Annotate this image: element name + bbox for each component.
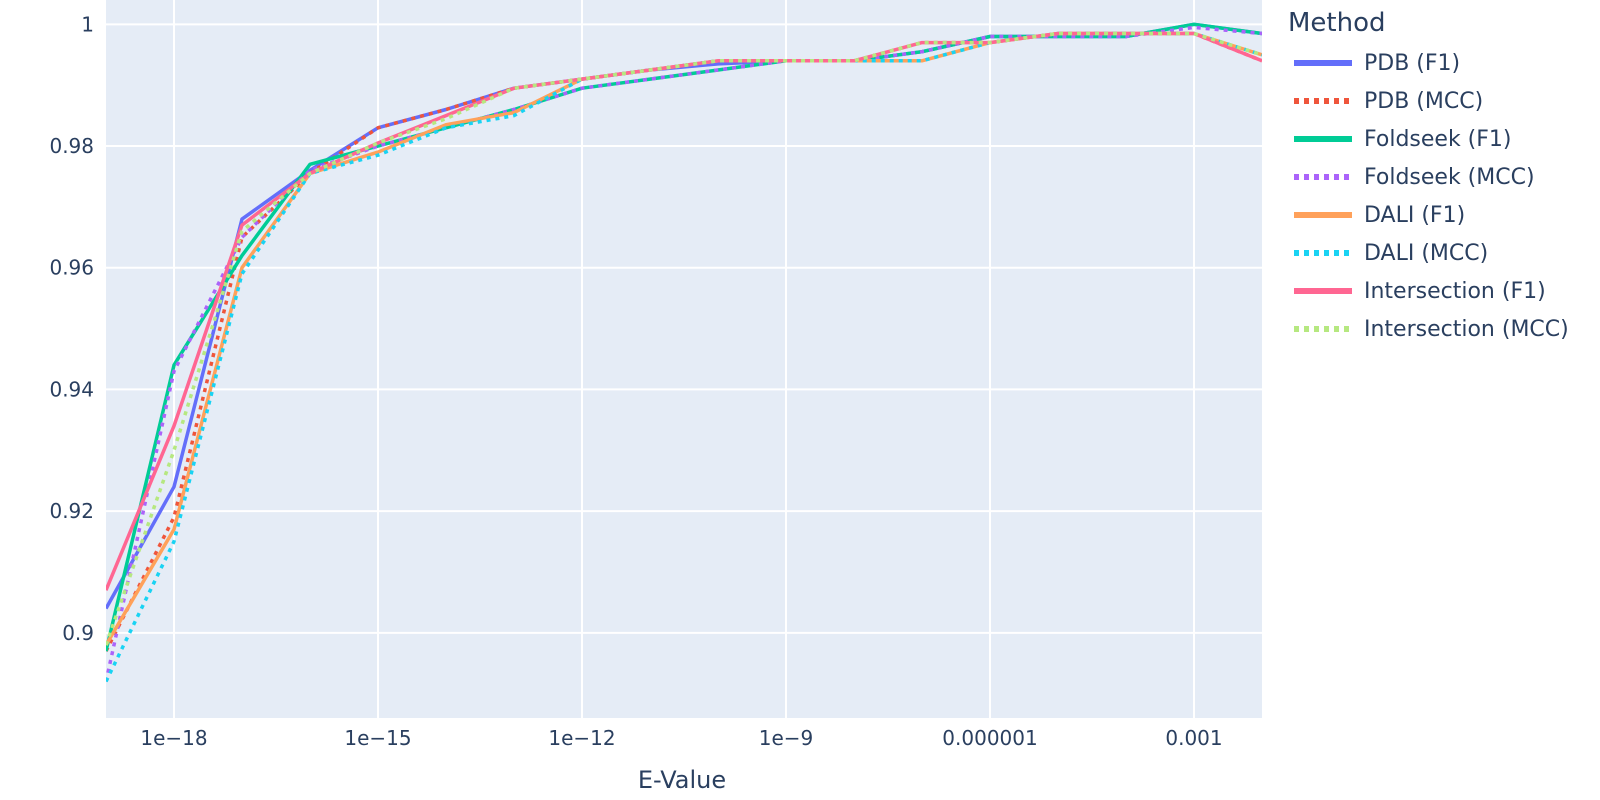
legend-item[interactable]: Intersection (MCC) — [1288, 310, 1598, 348]
legend-label: Intersection (MCC) — [1364, 316, 1569, 342]
legend-item[interactable]: PDB (MCC) — [1288, 82, 1598, 120]
legend-swatch — [1294, 326, 1352, 332]
legend-swatch — [1294, 174, 1352, 180]
y-tick-label: 0.94 — [49, 377, 94, 401]
y-tick-label: 1 — [81, 12, 94, 36]
series-lines — [106, 22, 1262, 683]
grid-lines — [106, 0, 1262, 718]
legend-swatch — [1294, 288, 1352, 294]
tick-labels: 1e−18 1e−15 1e−12 1e−9 0.000001 0.001 0.9 0.92 0… — [49, 12, 1222, 750]
x-tick-label: 1e−12 — [548, 726, 615, 750]
series-line — [106, 22, 1262, 652]
series-line — [106, 31, 1262, 646]
legend-swatch — [1294, 60, 1352, 66]
legend-item[interactable]: DALI (F1) — [1288, 196, 1598, 234]
legend-swatch — [1294, 250, 1352, 256]
x-tick-label: 0.001 — [1165, 726, 1222, 750]
legend-swatch — [1294, 98, 1352, 104]
y-tick-label: 0.92 — [49, 499, 94, 523]
legend-item[interactable]: Foldseek (F1) — [1288, 120, 1598, 158]
legend-item[interactable]: Foldseek (MCC) — [1288, 158, 1598, 196]
x-tick-label: 1e−15 — [344, 726, 411, 750]
y-tick-label: 0.98 — [49, 134, 94, 158]
legend-swatch — [1294, 136, 1352, 142]
legend-items: PDB (F1) PDB (MCC) Foldseek (F1) Foldseek (… — [1288, 44, 1598, 348]
y-tick-label: 0.96 — [49, 256, 94, 280]
plot-area — [106, 0, 1262, 718]
legend-title: Method — [1288, 8, 1386, 38]
legend-item[interactable]: Intersection (F1) — [1288, 272, 1598, 310]
legend-label: DALI (F1) — [1364, 202, 1466, 228]
legend-label: DALI (MCC) — [1364, 240, 1489, 266]
legend-label: PDB (MCC) — [1364, 88, 1484, 114]
legend-label: Foldseek (F1) — [1364, 126, 1512, 152]
x-tick-label: 0.000001 — [942, 726, 1037, 750]
legend-item[interactable]: PDB (F1) — [1288, 44, 1598, 82]
x-axis-title: E-Value — [638, 766, 726, 794]
x-tick-label: 1e−18 — [140, 726, 207, 750]
legend-label: Foldseek (MCC) — [1364, 164, 1535, 190]
legend-label: Intersection (F1) — [1364, 278, 1546, 304]
y-tick-label: 0.9 — [62, 621, 94, 645]
legend-item[interactable]: DALI (MCC) — [1288, 234, 1598, 272]
legend-swatch — [1294, 212, 1352, 218]
legend-label: PDB (F1) — [1364, 50, 1461, 76]
legend: Method PDB (F1) PDB (MCC) Foldseek (F1) Fol… — [1288, 8, 1598, 348]
x-tick-label: 1e−9 — [759, 726, 814, 750]
